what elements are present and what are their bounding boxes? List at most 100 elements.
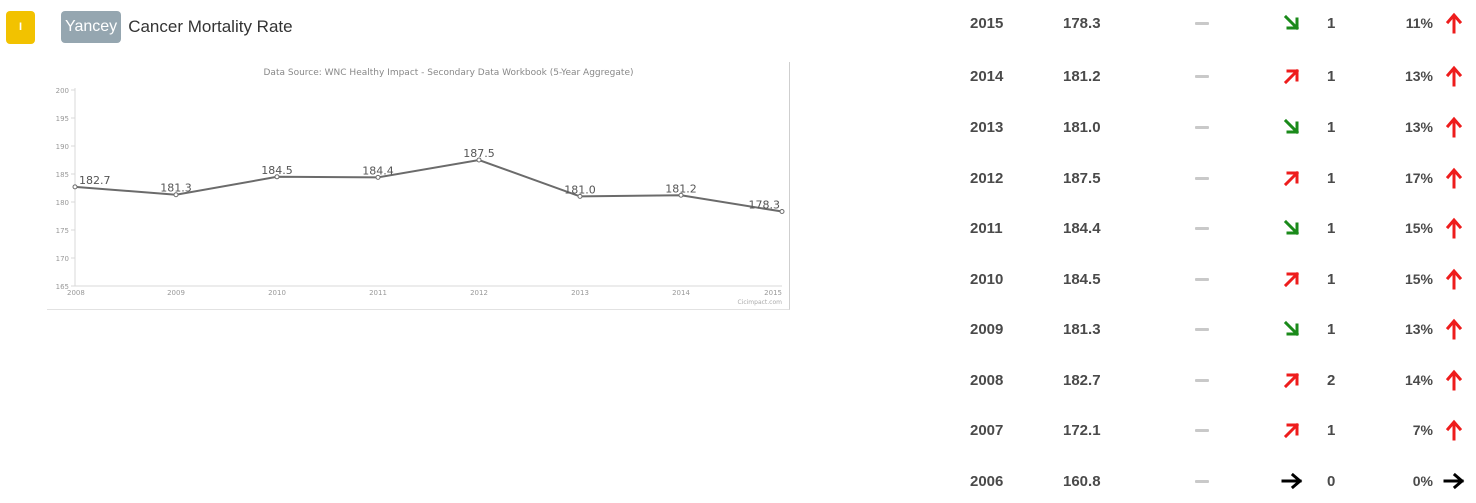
row-percent: 13% [1404, 321, 1433, 337]
arrow-up-icon [1443, 107, 1465, 147]
trend-row-2013[interactable]: 2013 181.0 1 13% [955, 107, 1470, 147]
data-point [476, 157, 482, 163]
dash-icon [1195, 226, 1209, 230]
row-value: 172.1 [1063, 421, 1101, 439]
row-year: 2011 [970, 219, 1003, 237]
dash-icon [1195, 378, 1209, 382]
row-dash [1195, 259, 1209, 299]
dash-icon [1195, 125, 1209, 129]
arrow-up-right-icon [1280, 158, 1304, 198]
row-percent: 7% [1412, 422, 1433, 438]
row-value: 184.5 [1063, 270, 1101, 288]
row-value: 178.3 [1063, 14, 1101, 32]
row-year: 2009 [970, 320, 1004, 338]
data-label: 187.5 [463, 147, 495, 160]
row-value: 181.2 [1063, 67, 1101, 85]
row-value: 187.5 [1063, 169, 1101, 187]
data-label: 178.3 [749, 199, 781, 212]
row-count: 1 [1327, 219, 1336, 237]
data-point [274, 174, 280, 180]
dash-icon [1195, 277, 1209, 281]
row-dash [1195, 208, 1209, 248]
data-label: 181.2 [665, 182, 697, 195]
dash-icon [1195, 74, 1209, 78]
indicator-title[interactable]: Cancer Mortality Rate [128, 17, 293, 36]
y-tick-label: 165 [56, 283, 69, 291]
arrow-down-right-icon [1280, 107, 1304, 147]
y-tick-label: 170 [56, 255, 69, 263]
row-dash [1195, 360, 1209, 400]
row-count: 2 [1327, 371, 1336, 389]
row-value: 160.8 [1063, 472, 1101, 490]
trend-chart: Data Source: WNC Healthy Impact - Second… [47, 62, 790, 310]
x-tick-label: 2009 [167, 289, 185, 297]
y-tick-label: 175 [56, 227, 69, 235]
row-year: 2012 [970, 169, 1004, 187]
data-point [678, 192, 684, 198]
row-dash [1195, 158, 1209, 198]
county-tag[interactable]: Yancey [61, 11, 122, 43]
arrow-up-icon [1443, 208, 1465, 248]
data-label: 184.5 [261, 164, 293, 177]
trend-row-2011[interactable]: 2011 184.4 1 15% [955, 208, 1470, 248]
row-dash [1195, 461, 1209, 501]
trend-row-2010[interactable]: 2010 184.5 1 15% [955, 259, 1470, 299]
row-percent: 14% [1404, 372, 1433, 388]
x-tick-label: 2012 [470, 289, 488, 297]
row-year: 2015 [970, 14, 1004, 32]
chart-watermark: Cicimpact.com [737, 299, 782, 306]
row-count: 1 [1327, 421, 1336, 439]
row-dash [1195, 309, 1209, 349]
y-tick-label: 180 [56, 199, 69, 207]
row-dash [1195, 410, 1209, 450]
data-point [173, 192, 179, 198]
arrow-up-right-icon [1280, 410, 1304, 450]
trend-row-2008[interactable]: 2008 182.7 2 14% [955, 360, 1470, 400]
x-tick-label: 2014 [672, 289, 690, 297]
indicator-badge-label: I [18, 21, 23, 33]
trend-row-2012[interactable]: 2012 187.5 1 17% [955, 158, 1470, 198]
arrow-up-icon [1443, 259, 1465, 299]
row-year: 2006 [970, 472, 1004, 490]
row-year: 2008 [970, 371, 1004, 389]
arrow-up-right-icon [1280, 360, 1304, 400]
row-year: 2013 [970, 118, 1004, 136]
trend-row-2007[interactable]: 2007 172.1 1 7% [955, 410, 1470, 450]
row-percent: 0% [1412, 473, 1433, 489]
data-label: 182.7 [79, 174, 111, 187]
x-tick-label: 2008 [67, 289, 85, 297]
y-tick-label: 195 [56, 115, 69, 123]
row-dash [1195, 107, 1209, 147]
arrow-up-right-icon [1280, 259, 1304, 299]
arrow-down-right-icon [1280, 208, 1304, 248]
x-tick-label: 2010 [268, 289, 286, 297]
y-tick-label: 185 [56, 171, 69, 179]
dash-icon [1195, 327, 1209, 331]
data-label: 181.3 [160, 182, 192, 195]
row-count: 1 [1327, 320, 1336, 338]
arrow-down-right-icon [1280, 3, 1304, 43]
county-name: Yancey [65, 18, 118, 35]
trend-row-2014[interactable]: 2014 181.2 1 13% [955, 56, 1470, 96]
row-count: 1 [1327, 270, 1336, 288]
x-tick-label: 2013 [571, 289, 589, 297]
x-tick-label: 2011 [369, 289, 387, 297]
dash-icon [1195, 428, 1209, 432]
row-value: 181.0 [1063, 118, 1101, 136]
arrow-down-right-icon [1280, 309, 1304, 349]
trend-row-2009[interactable]: 2009 181.3 1 13% [955, 309, 1470, 349]
dash-icon [1195, 21, 1209, 25]
arrow-up-icon [1443, 3, 1465, 43]
row-value: 182.7 [1063, 371, 1101, 389]
arrow-up-right-icon [1280, 56, 1304, 96]
chart-title: Data Source: WNC Healthy Impact - Second… [264, 68, 634, 78]
row-percent: 13% [1404, 119, 1433, 135]
indicator-header: I Yancey Cancer Mortality Rate [6, 10, 293, 44]
data-label: 181.0 [564, 183, 596, 196]
dash-icon [1195, 176, 1209, 180]
trend-row-2015[interactable]: 2015 178.3 1 11% [955, 3, 1470, 43]
trend-row-2006[interactable]: 2006 160.8 0 0% [955, 461, 1470, 501]
data-point [779, 209, 785, 215]
arrow-right-icon [1443, 461, 1465, 501]
indicator-status-badge[interactable]: I [6, 10, 35, 44]
